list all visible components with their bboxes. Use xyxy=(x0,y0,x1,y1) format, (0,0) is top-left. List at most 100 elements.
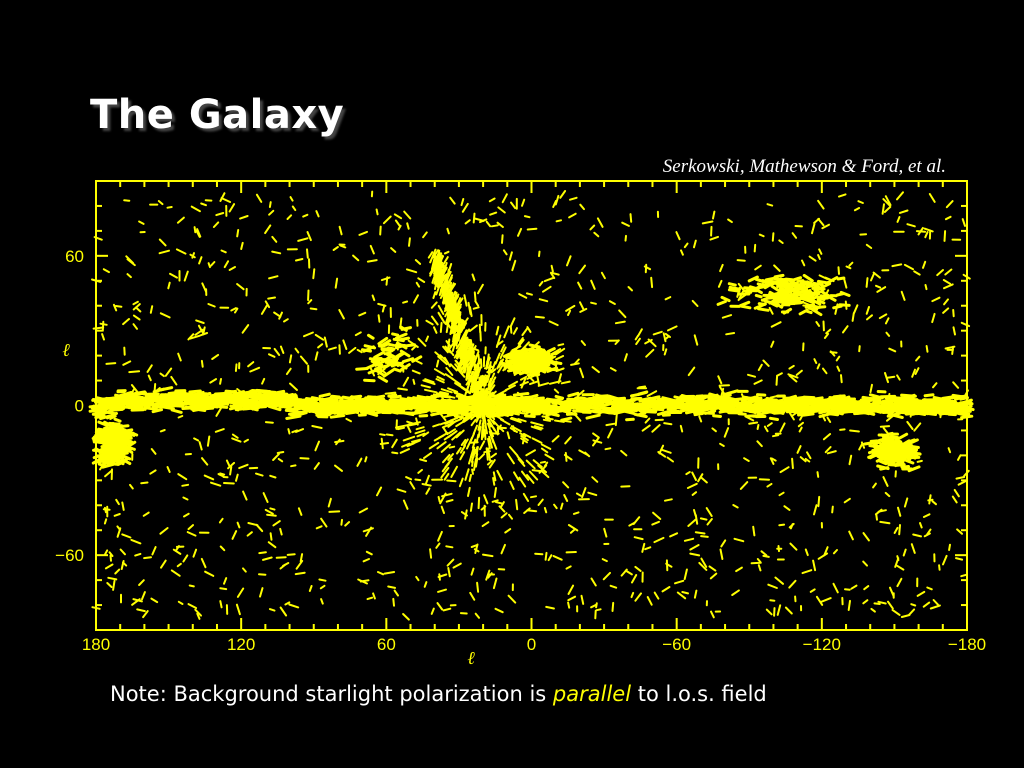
polarization-vector xyxy=(526,227,538,231)
polarization-vector xyxy=(667,325,678,332)
polarization-vector xyxy=(463,294,468,307)
polarization-vector xyxy=(816,305,827,309)
polarization-vector xyxy=(477,283,484,295)
polarization-vector xyxy=(299,553,304,563)
polarization-vector xyxy=(488,380,495,391)
polarization-vector xyxy=(464,338,471,354)
polarization-vector xyxy=(339,244,347,249)
polarization-vector xyxy=(931,296,941,303)
polarization-vector xyxy=(449,284,453,296)
polarization-vector xyxy=(104,563,114,570)
polarization-vector xyxy=(555,219,562,223)
polarization-vector xyxy=(249,366,261,373)
polarization-vector xyxy=(317,343,324,349)
polarization-vector xyxy=(462,355,466,366)
polarization-vector xyxy=(789,288,800,295)
polarization-vector xyxy=(576,389,585,398)
polarization-vector xyxy=(778,523,786,527)
polarization-vector xyxy=(402,435,416,442)
polarization-vector xyxy=(412,378,416,385)
polarization-vector xyxy=(491,398,501,403)
polarization-vector xyxy=(574,398,589,403)
polarization-vector xyxy=(799,456,807,463)
polarization-vector xyxy=(445,499,454,503)
polarization-vector xyxy=(745,408,757,415)
polarization-vector xyxy=(456,447,462,455)
polarization-vector xyxy=(428,398,439,402)
polarization-vector xyxy=(475,359,480,376)
polarization-vector xyxy=(563,494,569,502)
polarization-vector xyxy=(563,454,573,461)
polarization-vector xyxy=(318,392,331,398)
polarization-vector xyxy=(435,359,440,368)
polarization-vector xyxy=(500,344,506,353)
polarization-vector xyxy=(518,365,529,372)
y-axis-label: ℓ xyxy=(62,340,70,360)
polarization-vector xyxy=(453,407,468,414)
polarization-vector xyxy=(952,326,956,336)
polarization-vector xyxy=(903,497,909,508)
polarization-vector xyxy=(607,410,617,414)
polarization-vector xyxy=(351,404,361,407)
polarization-vector xyxy=(338,309,345,320)
polarization-vector xyxy=(121,533,132,539)
polarization-vector xyxy=(531,469,542,473)
polarization-vector xyxy=(817,199,825,210)
polarization-vector xyxy=(415,426,425,431)
polarization-vector xyxy=(645,348,655,358)
polarization-vector xyxy=(90,406,107,412)
polarization-vector xyxy=(452,562,462,569)
polarization-vector xyxy=(752,408,770,413)
polarization-vector xyxy=(719,548,724,560)
polarization-vector xyxy=(740,393,747,403)
polarization-vector xyxy=(931,500,937,506)
polarization-vector xyxy=(315,525,323,530)
polarization-vector xyxy=(440,264,445,277)
polarization-vector xyxy=(357,413,367,417)
polarization-vector xyxy=(777,545,780,553)
polarization-vector xyxy=(691,471,697,481)
polarization-vector xyxy=(525,449,536,457)
polarization-vector xyxy=(417,337,427,347)
polarization-vector xyxy=(402,613,410,621)
polarization-vector xyxy=(467,370,475,380)
polarization-vector xyxy=(521,327,529,337)
polarization-vector xyxy=(725,332,736,336)
polarization-vector xyxy=(204,570,215,577)
polarization-vector xyxy=(219,400,230,406)
polarization-vector xyxy=(475,412,482,423)
polarization-vector xyxy=(234,363,238,372)
polarization-vector xyxy=(706,518,713,526)
polarization-vector xyxy=(908,608,916,616)
polarization-vector xyxy=(451,311,459,321)
polarization-vector xyxy=(681,398,686,407)
polarization-vector xyxy=(231,437,242,443)
polarization-vector xyxy=(712,210,716,220)
polarization-vector xyxy=(334,439,345,444)
polarization-vector xyxy=(328,402,339,408)
polarization-vector xyxy=(459,451,466,461)
polarization-vector xyxy=(207,262,211,269)
y-tick-label: 60 xyxy=(65,247,84,266)
polarization-vector xyxy=(289,196,294,202)
polarization-vector xyxy=(422,431,430,437)
polarization-vector xyxy=(134,552,142,557)
polarization-vector xyxy=(211,353,220,360)
polarization-vector xyxy=(517,396,524,406)
polarization-vector xyxy=(778,277,787,282)
polarization-vector xyxy=(750,561,762,565)
polarization-vector xyxy=(832,304,843,310)
polarization-vector xyxy=(440,443,451,453)
polarization-vector xyxy=(945,407,958,412)
polarization-vector xyxy=(568,212,577,219)
polarization-vector xyxy=(482,553,494,558)
polarization-vector xyxy=(943,230,947,242)
polarization-vector xyxy=(748,285,760,291)
polarization-vector xyxy=(529,401,537,407)
polarization-vector xyxy=(543,276,555,283)
polarization-vector xyxy=(424,378,435,384)
polarization-vector xyxy=(297,237,309,242)
polarization-vector xyxy=(314,333,325,341)
polarization-vector xyxy=(129,483,134,490)
polarization-vector xyxy=(569,528,576,534)
